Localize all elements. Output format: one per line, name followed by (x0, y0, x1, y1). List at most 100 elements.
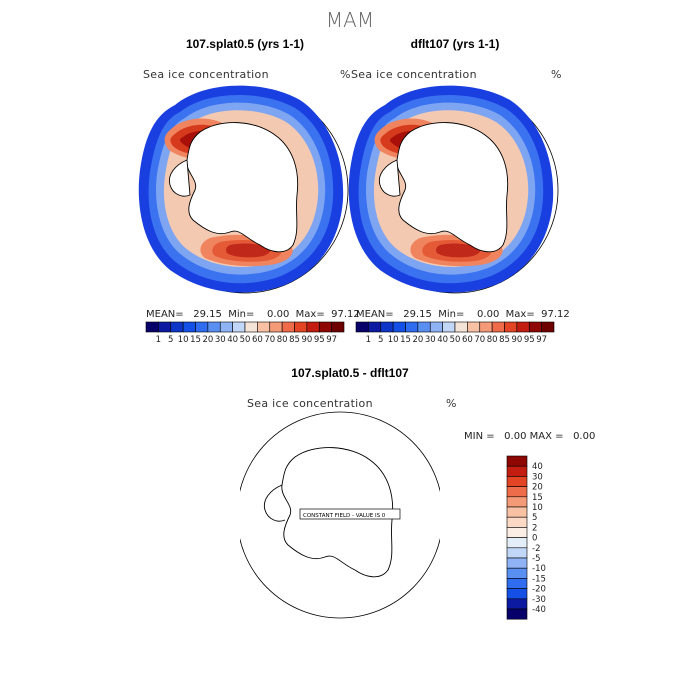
colorbar-swatch (368, 321, 382, 333)
panel-1-colorbar: 1 5 10 15 20 30 40 50 60 70 80 85 90 95 97 (145, 321, 345, 345)
colorbar-tick-label: 90 (511, 335, 522, 345)
colorbar-tick-label: 85 (289, 335, 300, 345)
diff-field-label: Sea ice concentration (247, 397, 373, 410)
colorbar-tick-label: 50 (240, 335, 251, 345)
colorbar-swatch (355, 321, 369, 333)
colorbar-swatch (506, 598, 528, 610)
colorbar-tick-label: 5 (532, 513, 537, 523)
colorbar-tick-label: 80 (487, 335, 498, 345)
colorbar-swatch (491, 321, 505, 333)
colorbar-swatch (506, 578, 528, 589)
colorbar-swatch (506, 486, 528, 498)
diff-panel-title: 107.splat0.5 - dflt107 (291, 366, 409, 380)
colorbar-swatch (318, 321, 332, 333)
colorbar-swatch (195, 321, 209, 333)
colorbar-swatch (506, 588, 528, 600)
colorbar-swatch (506, 476, 528, 487)
colorbar-swatch (504, 321, 518, 333)
colorbar-swatch (380, 321, 394, 333)
colorbar-swatch (506, 547, 528, 559)
colorbar-swatch (219, 321, 233, 333)
max-label: MAX = (529, 431, 564, 442)
colorbar-swatch (306, 321, 320, 333)
panel-2-stats: MEAN= 29.15 Min= 0.00 Max= 97.12 (356, 309, 570, 320)
colorbar-tick-label: -15 (532, 574, 546, 584)
colorbar-tick-label: 97 (326, 335, 337, 345)
colorbar-swatch (442, 321, 456, 333)
colorbar-swatch (454, 321, 468, 333)
colorbar-tick-label: 30 (532, 472, 543, 482)
panel-2-map (348, 85, 559, 294)
colorbar-swatch (170, 321, 184, 333)
constant-field-note: CONSTANT FIELD - VALUE IS 0 (303, 513, 386, 519)
colorbar-swatch (506, 527, 528, 538)
colorbar-tick-label: 40 (437, 335, 448, 345)
colorbar-tick-label: 5 (168, 335, 173, 345)
colorbar-tick-label: 1 (156, 335, 161, 345)
colorbar-swatch (506, 608, 528, 620)
colorbar-tick-label: 70 (264, 335, 275, 345)
colorbar-swatch (541, 321, 555, 333)
colorbar-tick-label: 10 (178, 335, 189, 345)
colorbar-swatch (516, 321, 530, 333)
colorbar-swatch (506, 465, 528, 477)
max-value: 97.12 (331, 309, 360, 320)
colorbar-tick-label: 90 (301, 335, 312, 345)
colorbar-swatch (506, 506, 528, 518)
colorbar-swatch (479, 321, 493, 333)
diff-map: CONSTANT FIELD - VALUE IS 0 (240, 411, 440, 619)
colorbar-swatch (145, 321, 159, 333)
colorbar-swatch (257, 321, 271, 333)
max-label: Max= (295, 309, 325, 320)
colorbar-tick-label: 30 (425, 335, 436, 345)
panel-1-title: 107.splat0.5 (yrs 1-1) (185, 37, 305, 51)
colorbar-tick-label: 20 (532, 483, 543, 493)
panel-2-title: dflt107 (yrs 1-1) (410, 37, 500, 51)
panel-1-units: % (340, 68, 351, 81)
colorbar-swatch (506, 537, 528, 549)
colorbar-swatch (269, 321, 283, 333)
panel-2-field-label: Sea ice concentration (351, 68, 477, 81)
colorbar-swatch (331, 321, 345, 333)
colorbar-tick-label: 15 (532, 493, 543, 503)
colorbar-tick-label: -30 (532, 595, 546, 605)
panel-2-units: % (551, 68, 562, 81)
top-maps: 1 5 10 15 20 30 40 50 60 70 80 85 90 95 97 1 5 10 15 20 30 4… (138, 85, 559, 345)
colorbar-swatch (506, 455, 528, 467)
panel-1-field-label: Sea ice concentration (143, 68, 269, 81)
colorbar-tick-label: -10 (532, 564, 546, 574)
colorbar-swatch (182, 321, 196, 333)
colorbar-swatch (467, 321, 481, 333)
colorbar-swatch (232, 321, 246, 333)
colorbar-tick-label: 60 (252, 335, 263, 345)
colorbar-swatch (281, 321, 295, 333)
colorbar-tick-label: 20 (202, 335, 213, 345)
max-label: Max= (505, 309, 535, 320)
page-title: MAM (325, 8, 375, 32)
colorbar-tick-label: 10 (532, 503, 543, 513)
colorbar-tick-label: -20 (532, 585, 546, 595)
min-value: 0.00 (267, 309, 290, 320)
diff-units: % (446, 397, 457, 410)
colorbar-swatch (244, 321, 258, 333)
mean-label: MEAN= (356, 309, 394, 320)
colorbar-swatch (528, 321, 542, 333)
colorbar-tick-label: 85 (499, 335, 510, 345)
colorbar-tick-label: 50 (450, 335, 461, 345)
colorbar-tick-label: 40 (532, 462, 543, 472)
colorbar-tick-label: 95 (524, 335, 535, 345)
colorbar-swatch (158, 321, 172, 333)
min-label: MIN = (464, 431, 495, 442)
max-value: 97.12 (541, 309, 570, 320)
colorbar-tick-label: 95 (314, 335, 325, 345)
colorbar-swatch (506, 567, 528, 579)
panel-1-stats: MEAN= 29.15 Min= 0.00 Max= 97.12 (146, 309, 360, 320)
colorbar-tick-label: -2 (532, 544, 540, 554)
colorbar-swatch (294, 321, 308, 333)
colorbar-tick-label: 40 (227, 335, 238, 345)
panel-2-colorbar: 1 5 10 15 20 30 40 50 60 70 80 85 90 95 97 (355, 321, 555, 345)
mean-value: 29.15 (193, 309, 222, 320)
max-value: 0.00 (573, 431, 596, 442)
colorbar-swatch (429, 321, 443, 333)
